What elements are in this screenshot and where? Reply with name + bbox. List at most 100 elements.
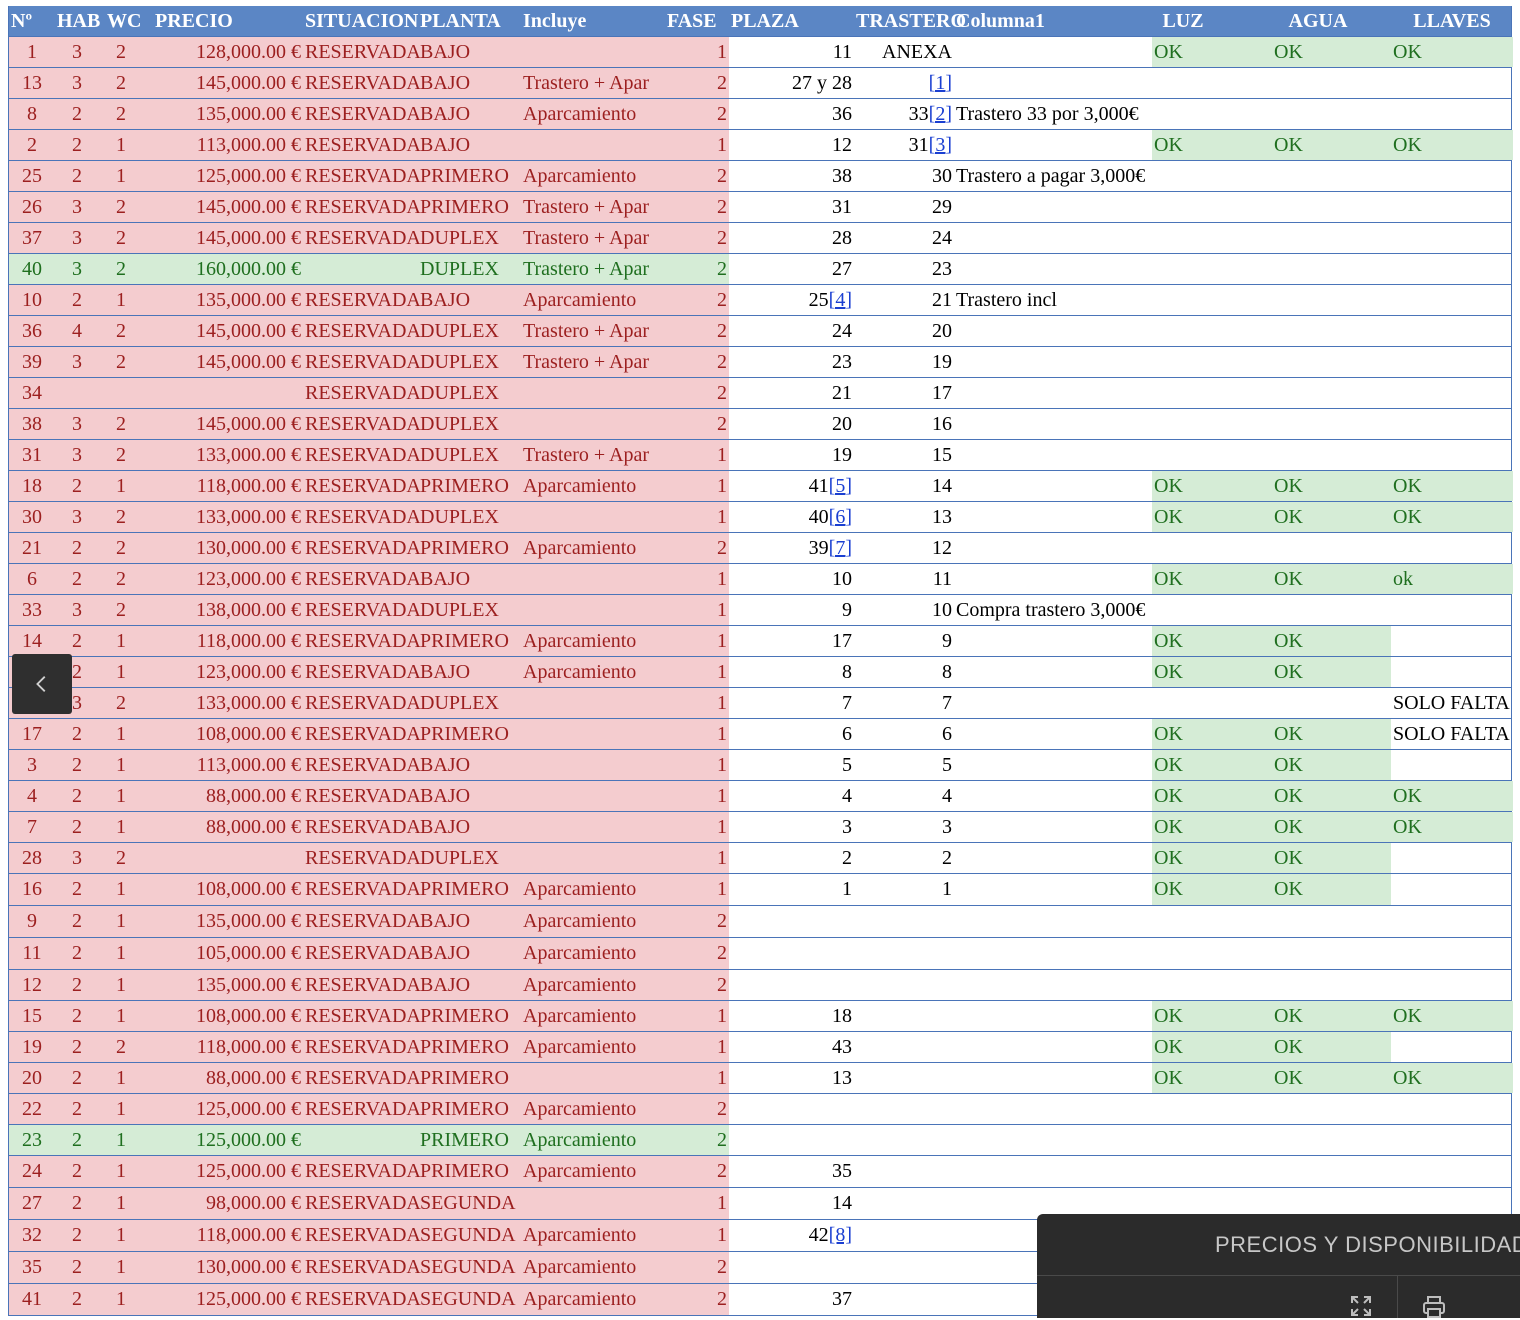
cell-agua[interactable] xyxy=(1272,161,1391,191)
cell-precio[interactable]: 138,000.00 € xyxy=(143,595,303,625)
cell-planta[interactable]: DUPLEX xyxy=(418,254,521,284)
cell-planta[interactable]: PRIMERO xyxy=(418,874,521,905)
cell-llaves[interactable]: OK xyxy=(1391,471,1513,501)
cell-agua[interactable]: OK xyxy=(1272,719,1391,749)
cell-wc[interactable]: 1 xyxy=(99,970,143,1000)
cell-llaves[interactable]: OK xyxy=(1391,1001,1513,1031)
cell-fase[interactable]: 1 xyxy=(683,440,729,470)
cell-col1[interactable] xyxy=(954,657,1152,687)
cell-plaza[interactable]: 3 xyxy=(729,812,854,842)
cell-luz[interactable] xyxy=(1152,970,1272,1000)
cell-agua[interactable]: OK xyxy=(1272,750,1391,780)
cell-incluye[interactable] xyxy=(521,595,683,625)
cell-plaza[interactable]: 38 xyxy=(729,161,854,191)
cell-situacion[interactable]: RESERVADA xyxy=(303,781,421,811)
cell-situacion[interactable]: RESERVADA xyxy=(303,316,421,346)
cell-fase[interactable]: 1 xyxy=(683,595,729,625)
cell-planta[interactable]: PRIMERO xyxy=(418,626,521,656)
cell-situacion[interactable]: RESERVADA xyxy=(303,626,421,656)
cell-plaza[interactable]: 39 [7] xyxy=(729,533,854,563)
cell-luz[interactable]: OK xyxy=(1152,781,1272,811)
footnote-link[interactable]: [3] xyxy=(928,133,952,156)
cell-incluye[interactable]: Trastero + Apar xyxy=(521,440,683,470)
cell-llaves[interactable] xyxy=(1391,316,1513,346)
cell-fase[interactable]: 1 xyxy=(683,688,729,718)
cell-planta[interactable]: PRIMERO xyxy=(418,533,521,563)
cell-hab[interactable]: 2 xyxy=(55,1284,99,1315)
cell-precio[interactable]: 125,000.00 € xyxy=(143,1125,303,1155)
cell-wc[interactable]: 2 xyxy=(99,37,143,67)
cell-situacion[interactable]: RESERVADA xyxy=(303,564,421,594)
cell-wc[interactable]: 2 xyxy=(99,409,143,439)
col-header-col1[interactable]: Columna1 xyxy=(956,9,1045,32)
cell-incluye[interactable] xyxy=(521,409,683,439)
cell-trastero[interactable]: 2 xyxy=(854,843,954,873)
cell-llaves[interactable] xyxy=(1391,1032,1513,1062)
cell-n[interactable]: 41 xyxy=(9,1284,55,1315)
cell-planta[interactable]: SEGUNDA xyxy=(418,1284,521,1315)
cell-trastero[interactable]: ANEXA xyxy=(854,37,954,67)
cell-planta[interactable]: BAJO xyxy=(418,812,521,842)
cell-wc[interactable]: 1 xyxy=(99,1252,143,1283)
col-header-planta[interactable]: PLANTA xyxy=(420,9,501,32)
cell-incluye[interactable]: Trastero + Apar xyxy=(521,192,683,222)
cell-trastero[interactable]: 1 xyxy=(854,874,954,905)
cell-situacion[interactable]: RESERVADA xyxy=(303,130,421,160)
cell-precio[interactable]: 133,000.00 € xyxy=(143,688,303,718)
cell-agua[interactable] xyxy=(1272,192,1391,222)
cell-incluye[interactable]: Aparcamiento xyxy=(521,874,683,905)
cell-llaves[interactable]: SOLO FALTA xyxy=(1391,688,1513,718)
cell-trastero[interactable]: 5 xyxy=(854,750,954,780)
cell-plaza[interactable]: 18 xyxy=(729,1001,854,1031)
cell-col1[interactable] xyxy=(954,1125,1152,1155)
cell-fase[interactable]: 2 xyxy=(683,1125,729,1155)
cell-col1[interactable] xyxy=(954,409,1152,439)
cell-fase[interactable]: 1 xyxy=(683,719,729,749)
cell-plaza[interactable] xyxy=(729,1252,854,1283)
cell-col1[interactable] xyxy=(954,626,1152,656)
cell-luz[interactable]: OK xyxy=(1152,719,1272,749)
cell-llaves[interactable]: OK xyxy=(1391,812,1513,842)
cell-precio[interactable]: 125,000.00 € xyxy=(143,1284,303,1315)
cell-llaves[interactable]: OK xyxy=(1391,1063,1513,1093)
cell-precio[interactable]: 130,000.00 € xyxy=(143,533,303,563)
cell-precio[interactable]: 145,000.00 € xyxy=(143,347,303,377)
cell-situacion[interactable]: RESERVADA xyxy=(303,812,421,842)
cell-wc[interactable]: 2 xyxy=(99,688,143,718)
cell-n[interactable]: 35 xyxy=(9,1252,55,1283)
cell-n[interactable]: 9 xyxy=(9,906,55,937)
cell-hab[interactable]: 2 xyxy=(55,719,99,749)
cell-luz[interactable]: OK xyxy=(1152,564,1272,594)
cell-wc[interactable]: 1 xyxy=(99,719,143,749)
cell-trastero[interactable]: 3 xyxy=(854,812,954,842)
cell-trastero[interactable]: 14 xyxy=(854,471,954,501)
col-header-n[interactable]: Nº xyxy=(11,9,33,32)
cell-precio[interactable]: 118,000.00 € xyxy=(143,471,303,501)
cell-planta[interactable]: DUPLEX xyxy=(418,347,521,377)
cell-n[interactable]: 21 xyxy=(9,533,55,563)
cell-fase[interactable]: 1 xyxy=(683,1001,729,1031)
cell-fase[interactable]: 2 xyxy=(683,161,729,191)
cell-wc[interactable]: 2 xyxy=(99,223,143,253)
cell-hab[interactable]: 2 xyxy=(55,471,99,501)
cell-fase[interactable]: 1 xyxy=(683,1220,729,1251)
cell-situacion[interactable]: RESERVADA xyxy=(303,161,421,191)
cell-fase[interactable]: 2 xyxy=(683,223,729,253)
cell-hab[interactable]: 2 xyxy=(55,1156,99,1187)
cell-precio[interactable]: 125,000.00 € xyxy=(143,1156,303,1187)
cell-plaza[interactable]: 25 [4] xyxy=(729,285,854,315)
cell-luz[interactable]: OK xyxy=(1152,626,1272,656)
cell-n[interactable]: 28 xyxy=(9,843,55,873)
cell-fase[interactable]: 2 xyxy=(683,938,729,969)
cell-plaza[interactable]: 28 xyxy=(729,223,854,253)
cell-col1[interactable] xyxy=(954,1063,1152,1093)
cell-planta[interactable]: DUPLEX xyxy=(418,595,521,625)
cell-llaves[interactable] xyxy=(1391,409,1513,439)
cell-hab[interactable]: 3 xyxy=(55,440,99,470)
cell-agua[interactable] xyxy=(1272,688,1391,718)
cell-agua[interactable] xyxy=(1272,223,1391,253)
cell-agua[interactable]: OK xyxy=(1272,1001,1391,1031)
cell-llaves[interactable] xyxy=(1391,192,1513,222)
cell-plaza[interactable]: 11 xyxy=(729,37,854,67)
cell-fase[interactable]: 1 xyxy=(683,502,729,532)
